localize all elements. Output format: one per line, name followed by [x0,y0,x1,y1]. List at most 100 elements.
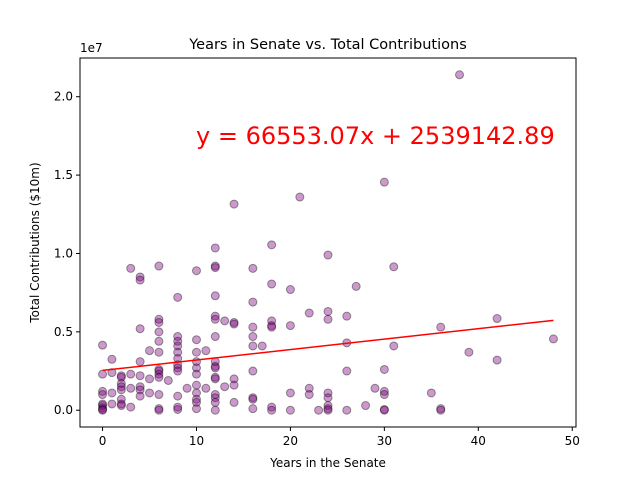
data-point [285,285,295,295]
data-point [107,354,117,364]
data-point [173,404,183,414]
data-point [116,394,126,404]
x-tick-label: 0 [99,434,107,448]
data-point [323,404,333,414]
data-point [342,311,352,321]
points-layer [98,70,558,415]
data-point [229,319,239,329]
data-point [107,388,117,398]
data-point [323,393,333,403]
data-point [116,372,126,382]
data-point [314,405,324,415]
data-point [98,405,108,415]
data-point [135,391,145,401]
x-axis: 0 10 20 30 40 50 [99,427,580,448]
data-point [267,321,277,331]
data-point [116,371,126,381]
data-point [173,336,183,346]
data-point [210,314,220,324]
data-point [154,314,164,324]
data-point [173,347,183,357]
data-point [154,336,164,346]
data-point [154,372,164,382]
data-point [135,324,145,334]
regression-equation: y = 66553.07x + 2539142.89 [196,122,555,150]
data-point [135,385,145,395]
data-point [98,399,108,409]
data-point [145,374,155,384]
x-tick-label: 40 [471,434,486,448]
data-point [173,402,183,412]
data-point [154,390,164,400]
data-point [323,401,333,411]
data-point [248,366,258,376]
y-tick-label: 0.0 [54,403,73,417]
data-point [135,272,145,282]
data-point [173,341,183,351]
data-point [323,388,333,398]
data-point [210,374,220,384]
x-axis-label: Years in the Senate [269,456,386,470]
data-point [379,364,389,374]
data-point [154,364,164,374]
data-point [361,401,371,411]
data-point [379,390,389,400]
data-point [248,263,258,273]
plot-frame [79,57,577,428]
data-point [210,390,220,400]
data-point [126,369,136,379]
data-point [154,369,164,379]
data-point [210,363,220,373]
y-axis-label: Total Contributions ($10m) [28,162,42,323]
data-point [135,371,145,381]
data-point [323,405,333,415]
data-point [210,405,220,415]
data-point [116,382,126,392]
data-point [323,314,333,324]
data-point [464,347,474,357]
data-point [304,383,314,393]
data-point [323,306,333,316]
data-point [304,308,314,318]
data-point [191,335,201,345]
data-point [191,404,201,414]
data-point [98,369,108,379]
data-point [379,386,389,396]
data-point [285,388,295,398]
data-point [135,357,145,367]
data-point [436,404,446,414]
data-point [267,240,277,250]
data-point [351,281,361,291]
data-point [229,380,239,390]
data-point [426,388,436,398]
data-point [98,386,108,396]
data-point [248,394,258,404]
data-point [154,366,164,376]
data-point [163,375,173,385]
data-point [126,383,136,393]
data-point [210,397,220,407]
y-tick-label: 0.5 [54,325,73,339]
data-point [154,404,164,414]
data-point [229,199,239,209]
data-point [229,397,239,407]
data-point [135,382,145,392]
data-point [342,405,352,415]
data-point [173,391,183,401]
data-point [389,341,399,351]
data-point [379,177,389,187]
data-point [191,397,201,407]
data-point [370,383,380,393]
data-point [210,361,220,371]
data-point [98,390,108,400]
data-point [107,399,117,409]
x-tick-label: 50 [565,434,580,448]
data-point [285,405,295,415]
x-tick-label: 10 [189,434,204,448]
data-point [248,393,258,403]
data-point [229,374,239,384]
data-point [145,346,155,356]
data-point [379,405,389,415]
data-point [154,317,164,327]
